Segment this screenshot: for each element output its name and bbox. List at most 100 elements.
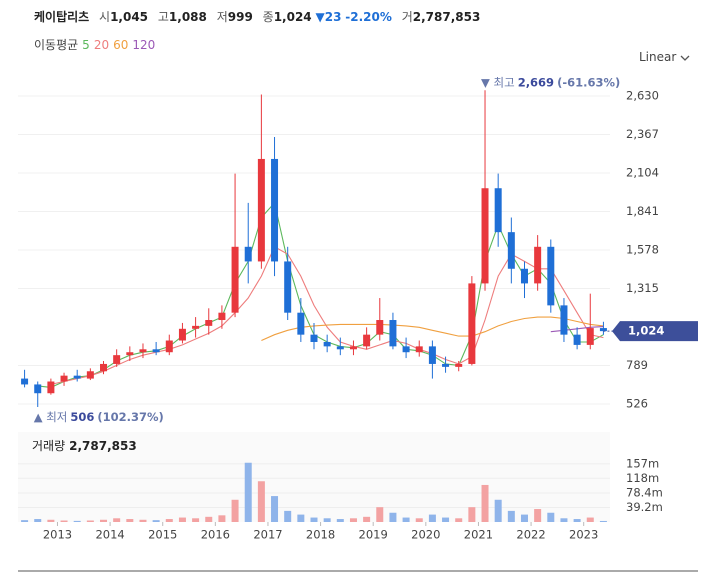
candle-body (86, 371, 94, 379)
y-tick-label: 118m (626, 471, 659, 485)
volume-value: 2,787,853 (412, 10, 481, 24)
candle-body (271, 158, 279, 262)
volume-bar (442, 517, 450, 522)
volume-title-value: 2,787,853 (69, 439, 137, 453)
candle-body (349, 346, 357, 350)
candle-body (126, 352, 134, 356)
candle-body (560, 305, 568, 335)
volume-bar (60, 520, 68, 522)
volume-bar (363, 516, 371, 522)
x-tick-label: 2019 (359, 528, 388, 542)
volume-bar (231, 499, 239, 522)
scale-mode-label[interactable]: Linear (639, 50, 677, 64)
scale-mode[interactable]: Linear (639, 50, 690, 64)
y-tick-label: 2,630 (626, 88, 659, 102)
candle-body (428, 346, 436, 364)
x-tick-label: 2015 (148, 528, 177, 542)
candle-body (139, 349, 147, 353)
ma-line (261, 316, 604, 342)
candle-body (152, 349, 160, 353)
last-price-tag (612, 321, 698, 342)
volume-bar (455, 518, 463, 522)
candle-body (165, 340, 173, 353)
y-tick-label: 157m (626, 456, 659, 470)
volume-bar (47, 519, 55, 522)
y-tick-label: 78.4m (626, 485, 663, 499)
candle-body (507, 232, 515, 269)
low-value: 999 (227, 10, 253, 24)
ma-line (50, 246, 604, 385)
chevron[interactable] (680, 54, 690, 62)
candle-body (47, 381, 55, 394)
candle-body (205, 320, 213, 326)
volume-bar (389, 512, 397, 522)
annotation-prefix: ▲ 최저 (34, 409, 68, 423)
y-tick-label: 2,104 (626, 166, 659, 180)
candle-body (586, 328, 594, 345)
y-tick-label: 39.2m (626, 500, 663, 514)
legend-entry: 20 (93, 38, 110, 52)
volume-bar (376, 507, 384, 522)
volume-bar (349, 518, 357, 522)
volume-bar (520, 514, 528, 522)
candle-body (244, 246, 252, 262)
annotation-pct: (-61.63%) (557, 75, 620, 89)
volume-title: 거래량 2,787,853 (32, 439, 137, 453)
candle-body (178, 328, 186, 341)
x-tick-label: 2022 (516, 528, 545, 542)
volume-bar (165, 519, 173, 522)
candle-body (323, 341, 331, 347)
x-tick-label: 2013 (43, 528, 72, 542)
candle-body (363, 334, 371, 347)
y-tick-label: 2,367 (626, 127, 659, 141)
volume-bar (494, 499, 502, 522)
annotation-prefix: ▼ 최고 (481, 75, 515, 89)
legend-entry: 120 (132, 38, 156, 52)
annotation-pct: (102.37%) (97, 409, 163, 423)
quote-header: 케이탑리츠 시1,045 고1,088 저999 종1,024 ▼23 -2.2… (34, 8, 480, 25)
change-value: 23 (324, 10, 342, 24)
volume-bar (113, 518, 121, 522)
annotation: ▲ 최저 506 (102.37%) (34, 409, 164, 423)
candle-body (573, 334, 581, 345)
volume-bar (86, 520, 94, 522)
x-tick-label: 2020 (411, 528, 440, 542)
close-value: 1,024 (273, 10, 312, 24)
legend-entry: 60 (113, 38, 129, 52)
y-tick-label: 1,315 (626, 281, 659, 295)
candle-body (100, 363, 108, 372)
volume-bar (336, 519, 344, 522)
volume-bar (178, 517, 186, 522)
annotation-value: 506 (70, 409, 94, 423)
volume-bar (126, 519, 134, 522)
volume-bar (34, 519, 42, 522)
volume-bar (415, 518, 423, 522)
candle-body (60, 375, 68, 382)
candle-body (218, 312, 226, 321)
volume-bar (468, 507, 476, 522)
volume-bar (547, 512, 555, 522)
x-tick-label: 2017 (253, 528, 282, 542)
x-tick-label: 2021 (464, 528, 493, 542)
candle-body (21, 378, 29, 385)
volume-bar (218, 515, 226, 522)
annotation-value: 2,669 (518, 75, 554, 89)
stock-name: 케이탑리츠 (34, 10, 90, 24)
x-tick-label: 2016 (201, 528, 230, 542)
candle-body (336, 346, 344, 350)
candle-body (310, 334, 318, 342)
volume-bar (297, 514, 305, 522)
ma-legend: 이동평균 5 20 60 120 (34, 36, 155, 53)
change-arrow: ▼ (315, 10, 325, 24)
candle-body (534, 246, 542, 284)
ma-label: 이동평균 (34, 38, 79, 52)
volume-bar (139, 519, 147, 522)
volume-bar (21, 520, 29, 522)
volume-bar (152, 520, 160, 522)
candle-body (297, 312, 305, 335)
volume-title-label: 거래량 (32, 439, 65, 453)
candle-body (284, 261, 292, 313)
volume-bar (271, 496, 279, 522)
